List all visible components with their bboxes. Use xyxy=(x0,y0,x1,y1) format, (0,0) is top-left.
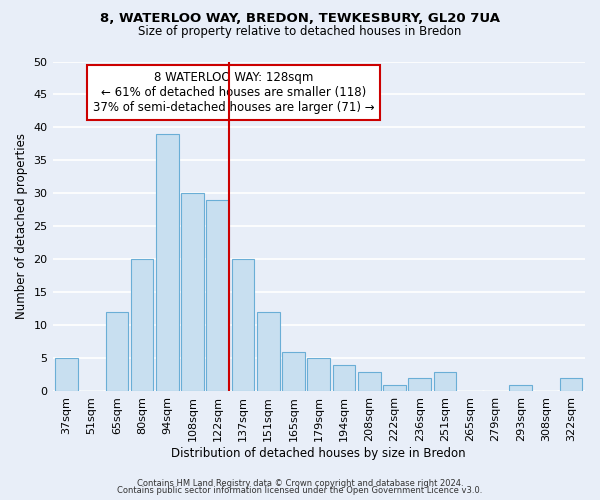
Bar xyxy=(257,312,280,392)
Text: Contains public sector information licensed under the Open Government Licence v3: Contains public sector information licen… xyxy=(118,486,482,495)
Bar xyxy=(358,372,380,392)
Bar xyxy=(232,260,254,392)
Text: Contains HM Land Registry data © Crown copyright and database right 2024.: Contains HM Land Registry data © Crown c… xyxy=(137,478,463,488)
X-axis label: Distribution of detached houses by size in Bredon: Distribution of detached houses by size … xyxy=(172,447,466,460)
Bar xyxy=(206,200,229,392)
Bar xyxy=(282,352,305,392)
Bar xyxy=(55,358,78,392)
Bar xyxy=(560,378,583,392)
Y-axis label: Number of detached properties: Number of detached properties xyxy=(15,134,28,320)
Bar xyxy=(509,385,532,392)
Bar xyxy=(131,260,154,392)
Bar xyxy=(307,358,330,392)
Bar xyxy=(332,365,355,392)
Bar xyxy=(434,372,457,392)
Bar xyxy=(383,385,406,392)
Bar xyxy=(181,194,204,392)
Bar xyxy=(156,134,179,392)
Text: 8 WATERLOO WAY: 128sqm
← 61% of detached houses are smaller (118)
37% of semi-de: 8 WATERLOO WAY: 128sqm ← 61% of detached… xyxy=(93,72,374,114)
Bar xyxy=(106,312,128,392)
Text: 8, WATERLOO WAY, BREDON, TEWKESBURY, GL20 7UA: 8, WATERLOO WAY, BREDON, TEWKESBURY, GL2… xyxy=(100,12,500,26)
Text: Size of property relative to detached houses in Bredon: Size of property relative to detached ho… xyxy=(139,25,461,38)
Bar xyxy=(409,378,431,392)
